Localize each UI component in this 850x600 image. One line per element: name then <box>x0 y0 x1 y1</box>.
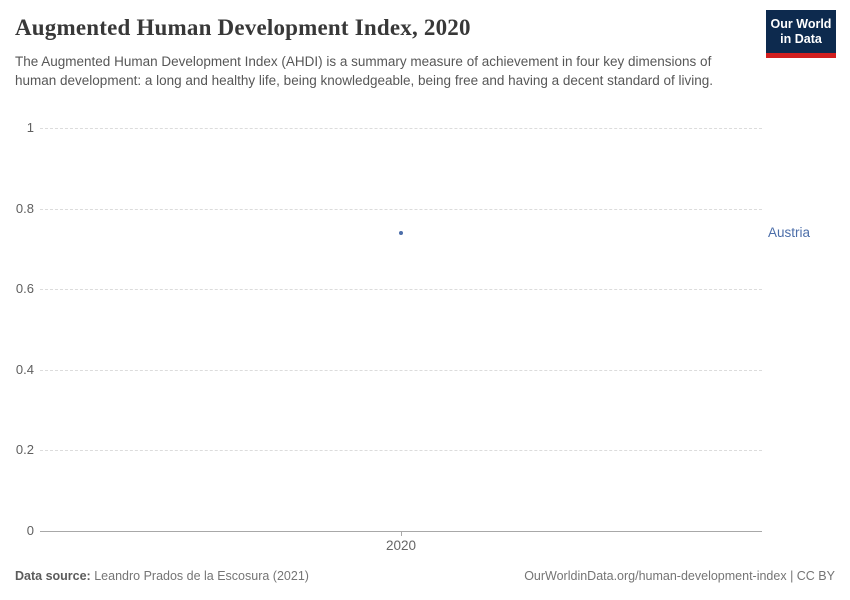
y-tick-label: 0 <box>26 523 34 538</box>
y-gridline <box>40 128 762 129</box>
y-tick-label: 1 <box>26 120 34 135</box>
data-source-note: Data source: Leandro Prados de la Escosu… <box>15 569 309 583</box>
owid-logo[interactable]: Our World in Data <box>766 10 836 58</box>
chart-subtitle: The Augmented Human Development Index (A… <box>15 54 713 88</box>
data-source-label: Data source: <box>15 569 91 583</box>
y-gridline <box>40 450 762 452</box>
chart-title: Augmented Human Development Index, 2020 <box>15 15 471 40</box>
x-tick-label: 2020 <box>385 538 417 553</box>
owid-logo-stripe <box>766 53 836 58</box>
y-gridline <box>40 369 762 371</box>
y-tick-label: 0.4 <box>15 361 34 377</box>
owid-logo-text: Our World in Data <box>766 10 836 53</box>
owid-logo-line1: Our World <box>770 17 832 31</box>
y-tick-label: 0.2 <box>15 442 34 458</box>
y-tick-label: 0.6 <box>15 281 34 297</box>
y-gridline <box>40 289 762 291</box>
citation-link[interactable]: OurWorldinData.org/human-development-ind… <box>524 569 835 583</box>
entity-label-austria[interactable]: Austria <box>768 224 811 240</box>
y-gridline <box>40 208 762 210</box>
chart-footer: Data source: Leandro Prados de la Escosu… <box>15 569 835 583</box>
y-tick-label: 0.8 <box>15 200 34 216</box>
owid-logo-line2: in Data <box>780 32 822 46</box>
x-tick-mark <box>401 531 402 536</box>
data-source-text[interactable]: Leandro Prados de la Escosura (2021) <box>94 569 309 583</box>
data-point-austria[interactable] <box>399 230 403 235</box>
